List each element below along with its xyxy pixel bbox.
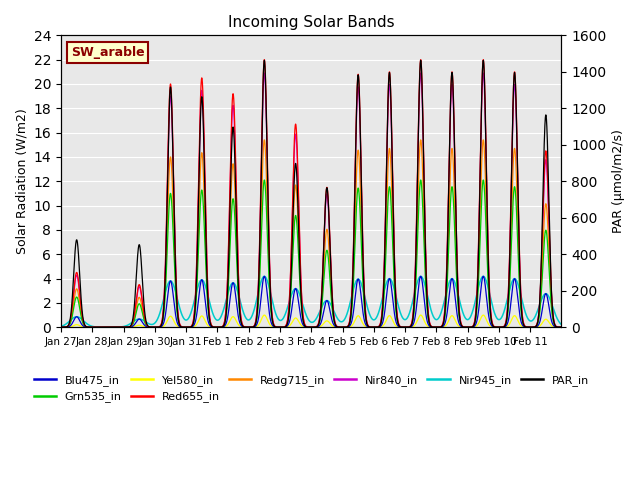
Red655_in xyxy=(239,321,246,327)
Nir945_in xyxy=(353,276,361,282)
Yel580_in xyxy=(375,324,383,330)
Red655_in xyxy=(104,324,112,330)
Redg715_in xyxy=(353,156,361,161)
Legend: Blu475_in, Grn535_in, Yel580_in, Red655_in, Redg715_in, Nir840_in, Nir945_in, PA: Blu475_in, Grn535_in, Yel580_in, Red655_… xyxy=(29,371,593,407)
Nir840_in xyxy=(57,324,65,330)
Red655_in xyxy=(479,57,487,62)
Line: Red655_in: Red655_in xyxy=(61,60,561,327)
Nir945_in xyxy=(104,324,112,330)
PAR_in xyxy=(479,58,487,63)
PAR_in xyxy=(455,306,463,312)
Text: SW_arable: SW_arable xyxy=(71,46,145,59)
Red655_in xyxy=(375,323,383,329)
Line: Nir945_in: Nir945_in xyxy=(61,276,561,327)
Nir945_in xyxy=(239,306,246,312)
Red655_in xyxy=(455,300,463,306)
Nir840_in xyxy=(428,324,436,330)
Yel580_in xyxy=(479,312,487,318)
Grn535_in xyxy=(479,177,487,183)
Grn535_in xyxy=(557,324,565,330)
Y-axis label: PAR (μmol/m2/s): PAR (μmol/m2/s) xyxy=(612,129,625,233)
Nir840_in xyxy=(239,322,246,327)
Yel580_in xyxy=(57,324,65,330)
Nir840_in xyxy=(479,70,487,76)
Line: Redg715_in: Redg715_in xyxy=(61,140,561,327)
Line: Yel580_in: Yel580_in xyxy=(61,315,561,327)
Nir945_in xyxy=(479,274,487,279)
Grn535_in xyxy=(57,324,65,330)
Blu475_in xyxy=(375,324,383,330)
Line: PAR_in: PAR_in xyxy=(61,60,561,327)
Blu475_in xyxy=(479,274,487,279)
Red655_in xyxy=(557,324,565,330)
Blu475_in xyxy=(353,278,361,284)
Nir840_in xyxy=(83,324,90,329)
Line: Blu475_in: Blu475_in xyxy=(61,276,561,327)
Nir945_in xyxy=(557,322,565,327)
Yel580_in xyxy=(353,313,361,319)
Redg715_in xyxy=(479,137,487,143)
Redg715_in xyxy=(375,324,383,329)
Blu475_in xyxy=(428,324,436,330)
Grn535_in xyxy=(239,323,246,328)
Redg715_in xyxy=(239,322,246,328)
Red655_in xyxy=(353,83,361,89)
Line: Nir840_in: Nir840_in xyxy=(61,73,561,327)
Blu475_in xyxy=(104,324,112,330)
Blu475_in xyxy=(57,324,65,330)
Yel580_in xyxy=(104,324,112,330)
Nir840_in xyxy=(557,324,565,330)
Yel580_in xyxy=(83,324,90,330)
Grn535_in xyxy=(455,311,463,317)
Redg715_in xyxy=(83,324,90,330)
Nir945_in xyxy=(428,311,436,316)
Grn535_in xyxy=(83,324,90,330)
Grn535_in xyxy=(375,324,383,329)
PAR_in xyxy=(557,324,565,330)
Nir840_in xyxy=(353,95,361,101)
PAR_in xyxy=(375,324,383,329)
Red655_in xyxy=(83,324,90,329)
Grn535_in xyxy=(353,192,361,197)
Y-axis label: Solar Radiation (W/m2): Solar Radiation (W/m2) xyxy=(15,108,28,254)
PAR_in xyxy=(353,85,361,91)
Red655_in xyxy=(57,324,65,330)
Nir945_in xyxy=(57,324,65,329)
Redg715_in xyxy=(557,324,565,330)
Yel580_in xyxy=(239,324,246,330)
PAR_in xyxy=(57,324,65,330)
Redg715_in xyxy=(455,308,463,313)
Yel580_in xyxy=(428,324,436,330)
Grn535_in xyxy=(104,324,112,330)
Nir840_in xyxy=(104,324,112,330)
Red655_in xyxy=(428,324,436,330)
Nir840_in xyxy=(455,301,463,307)
Title: Incoming Solar Bands: Incoming Solar Bands xyxy=(228,15,395,30)
Nir840_in xyxy=(375,324,383,329)
PAR_in xyxy=(239,323,246,328)
Yel580_in xyxy=(455,323,463,329)
Redg715_in xyxy=(428,324,436,330)
PAR_in xyxy=(428,324,436,330)
Nir945_in xyxy=(455,294,463,300)
Redg715_in xyxy=(104,324,112,330)
PAR_in xyxy=(104,324,112,330)
Blu475_in xyxy=(239,324,246,329)
Grn535_in xyxy=(428,324,436,330)
Blu475_in xyxy=(83,324,90,330)
Blu475_in xyxy=(455,320,463,325)
Yel580_in xyxy=(557,324,565,330)
Nir945_in xyxy=(83,320,90,326)
PAR_in xyxy=(83,324,90,329)
Nir945_in xyxy=(375,308,383,314)
Line: Grn535_in: Grn535_in xyxy=(61,180,561,327)
Blu475_in xyxy=(557,324,565,330)
Redg715_in xyxy=(57,324,65,330)
